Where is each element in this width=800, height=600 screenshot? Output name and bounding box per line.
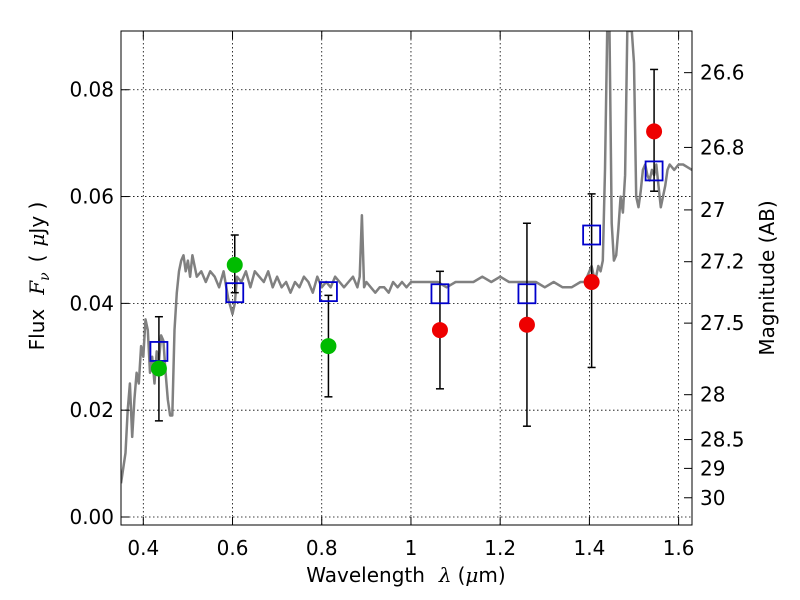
data-point bbox=[518, 316, 535, 333]
model-square bbox=[225, 282, 245, 304]
spectrum-line bbox=[121, 31, 692, 484]
x-tick-label: 1 bbox=[405, 536, 418, 560]
grid bbox=[121, 31, 692, 525]
errorbar-layer bbox=[154, 68, 659, 427]
y-tick-label: 0.00 bbox=[69, 505, 114, 529]
model-square bbox=[430, 283, 450, 305]
right-tick-label: 27.5 bbox=[700, 311, 745, 335]
right-tick-label: 26.6 bbox=[700, 61, 745, 85]
model-square bbox=[582, 224, 602, 246]
right-axis-title: Magnitude (AB) bbox=[755, 200, 779, 355]
right-axis-ticks: 26.6 26.8 27 27.2 27.5 28 28.5 29 30 bbox=[684, 61, 745, 510]
data-point bbox=[150, 360, 167, 377]
tick-labels: 0.4 0.6 0.8 1 1.2 1.4 1.6 0.00 0.02 0.04 0.06 0.08 bbox=[69, 78, 694, 560]
model-square bbox=[319, 281, 338, 303]
data-point bbox=[583, 274, 600, 291]
right-tick-label: 26.8 bbox=[700, 135, 745, 159]
x-tick-label: 1.4 bbox=[573, 536, 605, 560]
y-tick-label: 0.06 bbox=[69, 185, 114, 209]
data-point bbox=[431, 322, 448, 339]
x-tick-label: 1.2 bbox=[484, 536, 516, 560]
ticks bbox=[121, 31, 680, 525]
y-tick-label: 0.08 bbox=[69, 78, 114, 102]
data-point bbox=[320, 338, 337, 355]
x-axis-title: Wavelength λ (μm) bbox=[306, 563, 505, 587]
x-tick-label: 1.6 bbox=[663, 536, 695, 560]
right-tick-label: 28.5 bbox=[700, 428, 745, 452]
right-tick-label: 29 bbox=[700, 456, 725, 480]
x-tick-label: 0.8 bbox=[306, 536, 338, 560]
data-point bbox=[646, 123, 663, 140]
x-tick-label: 0.4 bbox=[127, 536, 159, 560]
spectrum-layer bbox=[121, 31, 692, 484]
y-axis-title: FluxFν(μJy ) bbox=[25, 202, 53, 351]
right-tick-label: 27 bbox=[700, 198, 725, 222]
model-square bbox=[644, 160, 664, 182]
right-tick-label: 28 bbox=[700, 383, 725, 407]
y-tick-label: 0.04 bbox=[69, 291, 114, 315]
data-point bbox=[226, 256, 243, 273]
right-tick-label: 27.2 bbox=[700, 250, 745, 274]
x-tick-label: 0.6 bbox=[217, 536, 249, 560]
right-tick-label: 30 bbox=[700, 486, 725, 510]
marker-layer bbox=[149, 123, 664, 377]
model-square bbox=[517, 283, 537, 305]
plot-frame bbox=[120, 30, 693, 526]
y-tick-label: 0.02 bbox=[69, 398, 114, 422]
